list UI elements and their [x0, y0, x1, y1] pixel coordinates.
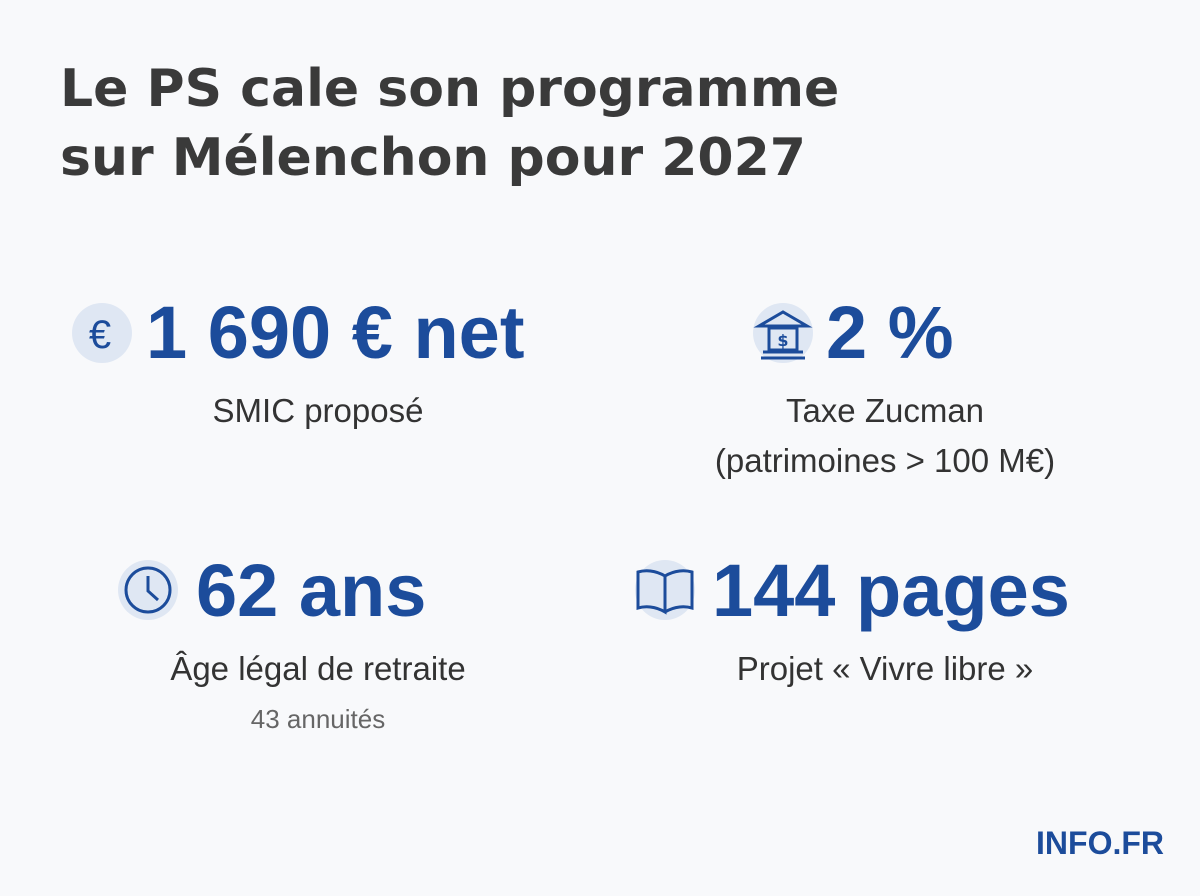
book-icon: [635, 560, 695, 620]
stat-label: Âge légal de retraite: [170, 650, 465, 687]
bank-icon: $: [753, 303, 813, 363]
stat-label: (patrimoines > 100 M€): [715, 442, 1055, 479]
stat-value: 144 pages: [712, 549, 1070, 632]
euro-icon: €: [72, 303, 132, 363]
stat-value: 62 ans: [196, 549, 426, 632]
stat-note: 43 annuités: [251, 704, 385, 734]
svg-text:$: $: [777, 331, 788, 350]
svg-text:€: €: [89, 313, 111, 357]
stat-value: 1 690 € net: [146, 291, 524, 374]
stat-value: 2 %: [826, 291, 954, 374]
stat-label: Taxe Zucman: [786, 392, 984, 429]
clock-icon: [118, 560, 178, 620]
title-line: Le PS cale son programme: [60, 59, 839, 119]
brand: INFO.FR: [1036, 825, 1164, 861]
stat-label: SMIC proposé: [213, 392, 424, 429]
title-line: sur Mélenchon pour 2027: [60, 128, 806, 188]
stat-label: Projet « Vivre libre »: [737, 650, 1034, 687]
